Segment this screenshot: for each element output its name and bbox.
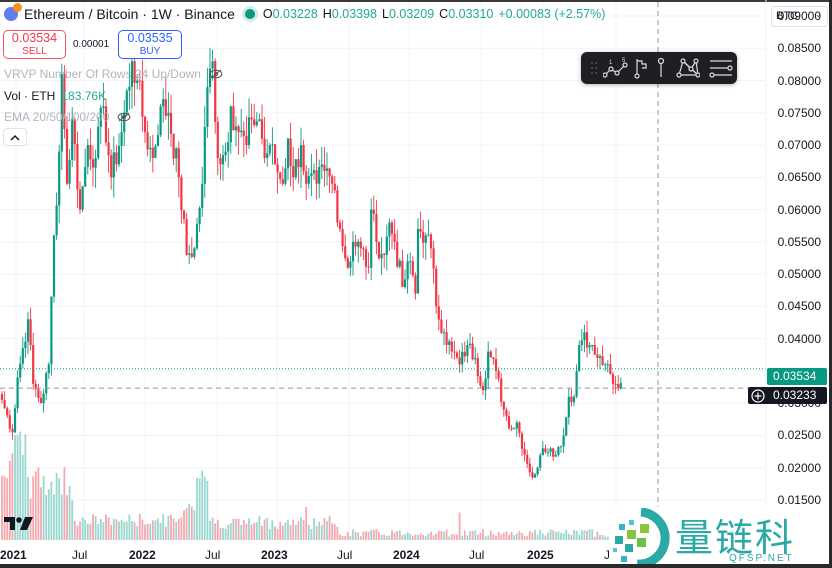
pin-tool-icon[interactable]: [651, 54, 671, 82]
time-axis-label: 2025: [527, 548, 554, 562]
time-axis-label: 2021: [0, 548, 27, 562]
ohlc-close: C0.03310: [439, 7, 494, 21]
spread-value: 0.00001: [73, 39, 110, 50]
volume-histogram: [1, 431, 622, 540]
indicator-ema[interactable]: EMA 20/50/100/200: [4, 110, 131, 124]
svg-text:1: 1: [609, 60, 613, 66]
price-change: +0.00083 (+2.57%): [498, 7, 606, 21]
add-alert-button[interactable]: [748, 387, 768, 404]
currency-unit-select[interactable]: BTC ⌄: [771, 6, 828, 27]
price-axis-label: 0.08000: [777, 73, 821, 88]
sell-price: 0.03534: [11, 31, 58, 45]
price-axis-label: 0.02000: [777, 460, 821, 475]
chevron-up-icon: [10, 134, 20, 141]
watermark-domain-text: QFSP.NET: [729, 553, 794, 564]
time-axis-label: Jul: [469, 548, 485, 562]
symbol-title[interactable]: Ethereum / Bitcoin · 1W · Binance: [24, 6, 235, 22]
price-axis-label: 0.07500: [777, 105, 821, 120]
time-axis-label: Jul: [72, 548, 88, 562]
price-axis-label: 0.05500: [777, 234, 821, 249]
eth-btc-pair-icon: [4, 3, 22, 21]
svg-text:5: 5: [622, 58, 626, 64]
buy-price: 0.03535: [127, 31, 173, 45]
price-axis-label: 0.07000: [777, 138, 821, 153]
pattern-tool-icon[interactable]: [671, 54, 705, 82]
time-axis-label: Jul: [337, 548, 353, 562]
collapse-legend-button[interactable]: [3, 128, 27, 146]
watermark: 量链科技 QFSP.NET: [609, 507, 832, 568]
watermark-logo-icon: [613, 508, 670, 568]
window-bottom-border: [0, 564, 832, 568]
ohlc-open: O0.03228: [262, 7, 318, 21]
price-axis-label: 0.04500: [777, 299, 821, 314]
drag-handle-icon[interactable]: [587, 54, 601, 82]
volume-label: Vol · ETH: [4, 89, 56, 103]
flag-tool-icon[interactable]: [631, 54, 651, 82]
buy-button[interactable]: 0.03535 BUY: [118, 30, 182, 59]
price-axis-label: 0.02500: [777, 428, 821, 443]
sell-button[interactable]: 0.03534 SELL: [3, 30, 66, 59]
window-top-border: [0, 0, 832, 2]
time-axis-label: Jul: [205, 548, 221, 562]
price-axis-label: 0.04000: [777, 331, 821, 346]
price-axis-label: 0.09000: [777, 9, 821, 23]
window-right-border: [829, 0, 832, 568]
watermark-chinese-text: 量链科技: [675, 516, 796, 560]
buy-label: BUY: [139, 46, 161, 57]
price-axis-label: 0.01500: [777, 492, 821, 507]
chevron-down-icon: ⌄: [814, 9, 822, 19]
tradingview-logo-icon[interactable]: [4, 516, 34, 532]
sell-label: SELL: [22, 46, 47, 57]
ema-label: EMA 20/50/100/200: [4, 110, 110, 124]
last-price-tag: 0.03534: [767, 368, 827, 385]
eye-off-icon[interactable]: [117, 112, 131, 122]
price-axis-label: 0.06500: [777, 170, 821, 185]
vrvp-label: VRVP Number Of Rows 24 Up/Down: [4, 67, 201, 81]
plus-circle-icon: [751, 388, 765, 403]
symbol-legend: Ethereum / Bitcoin · 1W · Binance O0.032…: [4, 3, 606, 22]
currency-unit-value: BTC: [776, 10, 798, 22]
ohlc-high: H0.03398: [322, 7, 378, 21]
price-axis-label: 0.05000: [777, 267, 821, 282]
parallel-channel-icon[interactable]: [705, 54, 737, 82]
crosshair-price-tag: 0.03233: [767, 387, 827, 404]
time-axis-label: 2022: [129, 548, 156, 562]
indicator-volume[interactable]: Vol · ETH 183.76K: [4, 89, 106, 103]
indicator-vrvp[interactable]: VRVP Number Of Rows 24 Up/Down: [4, 67, 223, 81]
price-axis-label: 0.08500: [777, 41, 821, 56]
time-axis-label: 2023: [261, 548, 288, 562]
time-axis-label: 2024: [393, 548, 420, 562]
price-axis-label: 0.06000: [777, 202, 821, 217]
volume-value: 183.76K: [61, 89, 107, 103]
market-open-status-icon: [244, 9, 255, 19]
eye-off-icon[interactable]: [209, 69, 223, 79]
candlestick-series: [0, 47, 622, 480]
ohlc-low: L0.03209: [382, 7, 435, 21]
